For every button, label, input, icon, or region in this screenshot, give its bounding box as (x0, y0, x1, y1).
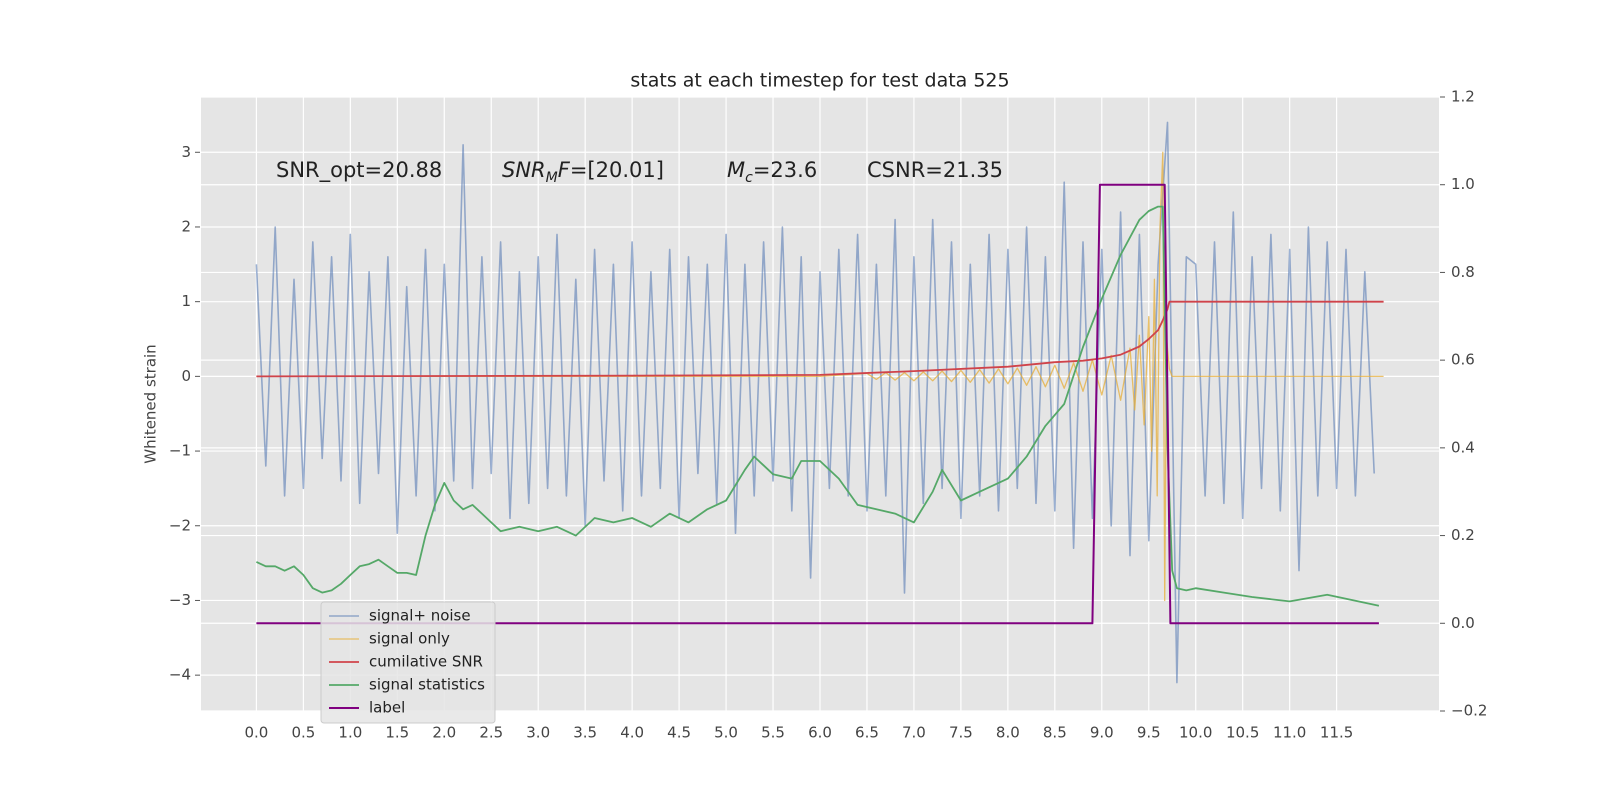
annotation-part: M (546, 170, 558, 186)
x-tick-label: 0.0 (244, 724, 268, 742)
x-tick-label: 4.5 (667, 724, 691, 742)
x-tick-label: 10.5 (1226, 724, 1259, 742)
annotation-part: SNR (502, 158, 546, 182)
y-tick-label: −3 (169, 591, 191, 609)
y2-tick-label: 1.0 (1451, 175, 1475, 193)
x-tick-label: 4.0 (620, 724, 644, 742)
series-line (256, 151, 1384, 602)
x-tick-label: 5.5 (761, 724, 785, 742)
x-tick-label: 6.5 (855, 724, 879, 742)
x-tick-label: 1.0 (338, 724, 362, 742)
x-tick-label: 10.0 (1179, 724, 1212, 742)
x-tick-label: 7.5 (949, 724, 973, 742)
legend-label: signal+ noise (369, 607, 471, 625)
y2-tick-label: 0.6 (1451, 351, 1475, 369)
chart-title: stats at each timestep for test data 525 (630, 70, 1009, 92)
annotation-part: c (745, 170, 753, 186)
y2-tick-label: 0.2 (1451, 526, 1475, 544)
legend-label: label (369, 699, 405, 717)
annotation-part: CSNR=21.35 (867, 158, 1003, 182)
y-tick-label: −2 (169, 516, 191, 534)
y-tick-label: 0 (181, 367, 191, 385)
y2-tick-label: 0.0 (1451, 614, 1475, 632)
y-tick-label: 1 (181, 292, 191, 310)
y-tick-label: −1 (169, 442, 191, 460)
y-axis-label: Whitened strain (142, 344, 160, 463)
legend-box (320, 601, 496, 724)
x-tick-label: 11.0 (1273, 724, 1306, 742)
y2-tick-label: −0.2 (1451, 702, 1487, 720)
x-tick-label: 8.0 (996, 724, 1020, 742)
x-tick-label: 6.0 (808, 724, 832, 742)
series-line (255, 121, 1375, 684)
y2-tick-label: 1.2 (1451, 88, 1475, 106)
y-tick-label: −4 (169, 666, 191, 684)
annotation-part: SNR_opt=20.88 (276, 158, 442, 183)
x-tick-label: 8.5 (1043, 724, 1067, 742)
annotation-part: F (558, 158, 571, 182)
x-tick-label: 3.0 (526, 724, 550, 742)
annotation-part: M (727, 158, 745, 182)
x-tick-label: 9.0 (1090, 724, 1114, 742)
series-line (256, 205, 1380, 607)
y2-tick-label: 0.8 (1451, 263, 1475, 281)
x-tick-label: 7.0 (902, 724, 926, 742)
x-tick-label: 9.5 (1137, 724, 1161, 742)
series-line (256, 183, 1379, 625)
annotation: CSNR=21.35 (867, 158, 1003, 182)
annotation: SNRMF=[20.01] (502, 158, 664, 186)
annotation: SNR_opt=20.88 (276, 158, 442, 183)
annotation-part: =23.6 (753, 158, 817, 182)
x-tick-label: 2.5 (479, 724, 503, 742)
annotation-part: =[20.01] (570, 158, 664, 182)
legend-label: cumilative SNR (369, 653, 483, 671)
annotation: Mc=23.6 (727, 158, 817, 186)
grid (201, 96, 1439, 712)
legend-label: signal statistics (369, 676, 485, 694)
x-tick-label: 1.5 (385, 724, 409, 742)
x-tick-label: 11.5 (1320, 724, 1353, 742)
x-tick-label: 2.0 (432, 724, 456, 742)
x-tick-label: 0.5 (291, 724, 315, 742)
legend-label: signal only (369, 630, 450, 648)
x-tick-label: 3.5 (573, 724, 597, 742)
y-tick-label: 3 (181, 143, 191, 161)
y2-tick-label: 0.4 (1451, 438, 1475, 456)
x-tick-label: 5.0 (714, 724, 738, 742)
y-tick-label: 2 (181, 217, 191, 235)
